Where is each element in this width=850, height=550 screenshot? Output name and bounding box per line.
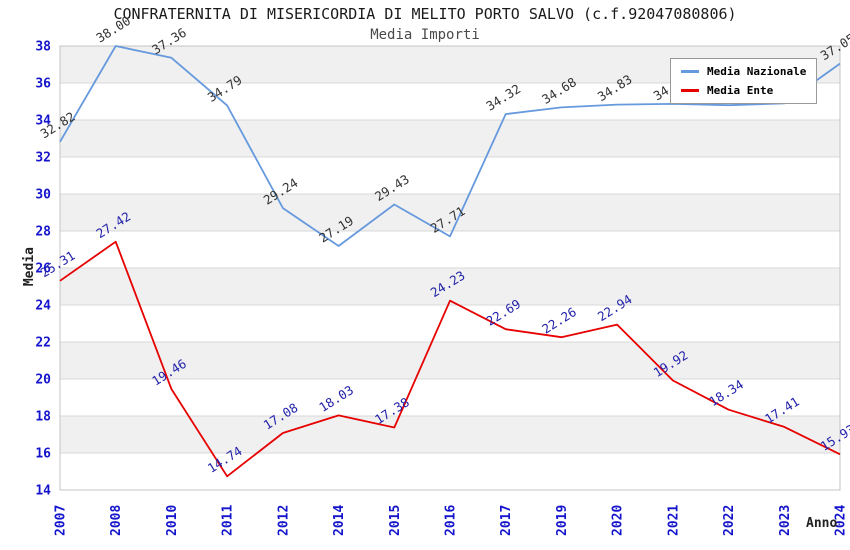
grid-band [60,379,840,416]
y-tick-label: 16 [35,447,51,462]
x-tick-label: 2010 [165,505,180,536]
grid-band [60,342,840,379]
y-tick-label: 32 [35,151,51,166]
y-tick-label: 26 [35,262,51,277]
y-tick-label: 30 [35,188,51,203]
series-line-media-ente [59,240,841,478]
x-axis-title: Anno [806,516,838,531]
series-line-media-nazionale [59,45,841,247]
x-tick-label: 2008 [109,505,124,536]
y-tick-label: 34 [35,114,51,129]
legend-item-media-ente: Media Ente [681,84,806,97]
chart-subtitle: Media Importi [370,27,480,43]
x-tick-label: 2015 [388,505,403,536]
legend: Media Nazionale Media Ente [670,58,818,104]
plot-border [59,45,841,491]
y-tick-label: 38 [35,40,51,55]
y-tick-label: 36 [35,77,51,92]
x-tick-label: 2007 [54,505,69,536]
x-tick-label: 2012 [276,505,291,536]
y-tick-label: 18 [35,410,51,425]
y-tick-label: 28 [35,225,51,240]
legend-swatch-media-nazionale-icon [681,70,699,73]
x-tick-label: 2020 [611,505,626,536]
y-tick-label: 20 [35,373,51,388]
x-tick-label: 2017 [499,505,514,536]
grid-band [60,157,840,194]
grid-band [60,120,840,157]
grid-band [60,194,840,231]
grid-band [60,453,840,490]
legend-label-media-nazionale: Media Nazionale [707,65,807,78]
grid-band [60,416,840,453]
y-tick-label: 14 [35,484,51,499]
x-tick-label: 2024 [834,505,849,536]
y-tick-label: 22 [35,336,51,351]
grid-band [60,305,840,342]
y-tick-label: 24 [35,299,51,314]
y-axis-title: Media [22,247,37,287]
chart-title: CONFRATERNITA DI MISERICORDIA DI MELITO … [113,5,737,23]
x-tick-label: 2021 [666,505,681,536]
x-tick-label: 2014 [332,505,347,536]
point-label-media-nazionale: 38.00 [93,13,133,46]
x-tick-label: 2011 [221,505,236,536]
x-tick-label: 2023 [778,505,793,536]
legend-label-media-ente: Media Ente [707,84,774,97]
legend-swatch-media-ente-icon [681,89,699,92]
legend-item-media-nazionale: Media Nazionale [681,65,806,78]
grid-band [60,268,840,305]
x-tick-label: 2022 [722,505,737,536]
x-tick-label: 2019 [555,505,570,536]
x-tick-label: 2016 [444,505,459,536]
